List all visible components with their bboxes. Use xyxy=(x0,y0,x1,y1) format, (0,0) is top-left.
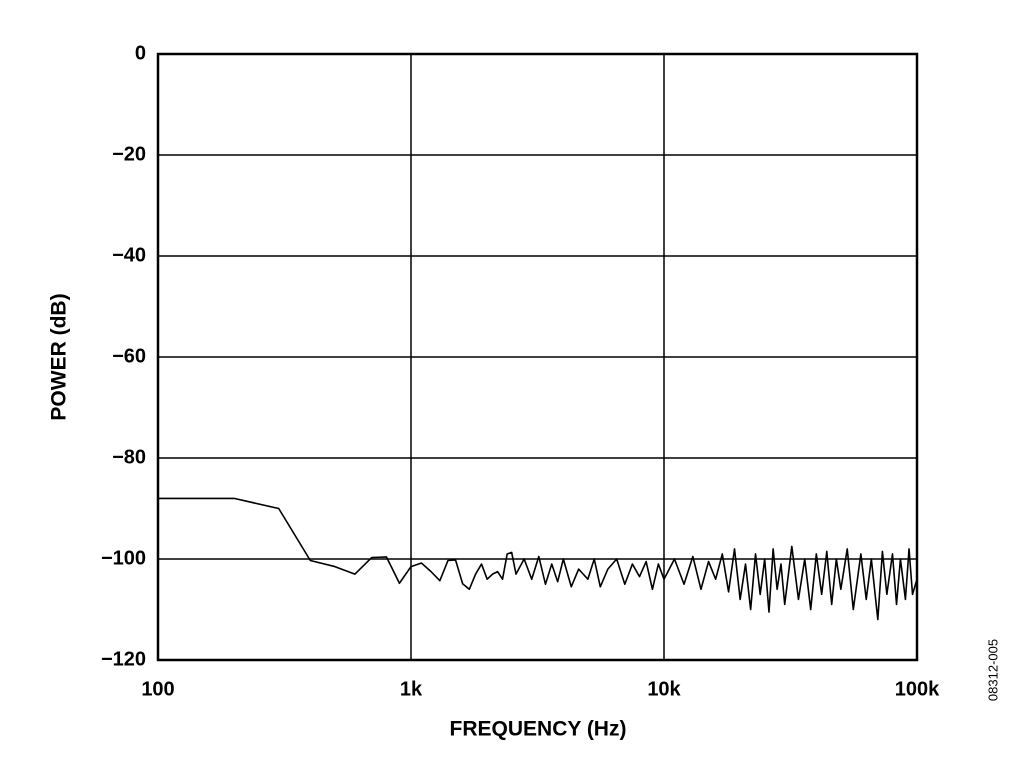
x-axis-title: FREQUENCY (Hz) xyxy=(450,718,627,741)
y-axis-title: POWER (dB) xyxy=(48,293,71,420)
y-tick-label: −80 xyxy=(112,446,146,468)
x-tick-label: 1k xyxy=(400,678,423,700)
y-tick-label: 0 xyxy=(135,42,146,64)
data-line xyxy=(158,497,918,621)
plot-frame xyxy=(156,52,919,662)
x-tick-label: 10k xyxy=(647,678,681,700)
x-tick-label: 100k xyxy=(895,678,940,700)
x-tick-label: 100 xyxy=(141,678,174,700)
y-tick-label: −100 xyxy=(101,547,146,569)
y-tick-label: −20 xyxy=(112,143,146,165)
y-tick-label: −60 xyxy=(112,345,146,367)
figure-id: 08312-005 xyxy=(985,639,1000,701)
y-tick-label: −120 xyxy=(101,648,146,670)
y-tick-label: −40 xyxy=(112,244,146,266)
